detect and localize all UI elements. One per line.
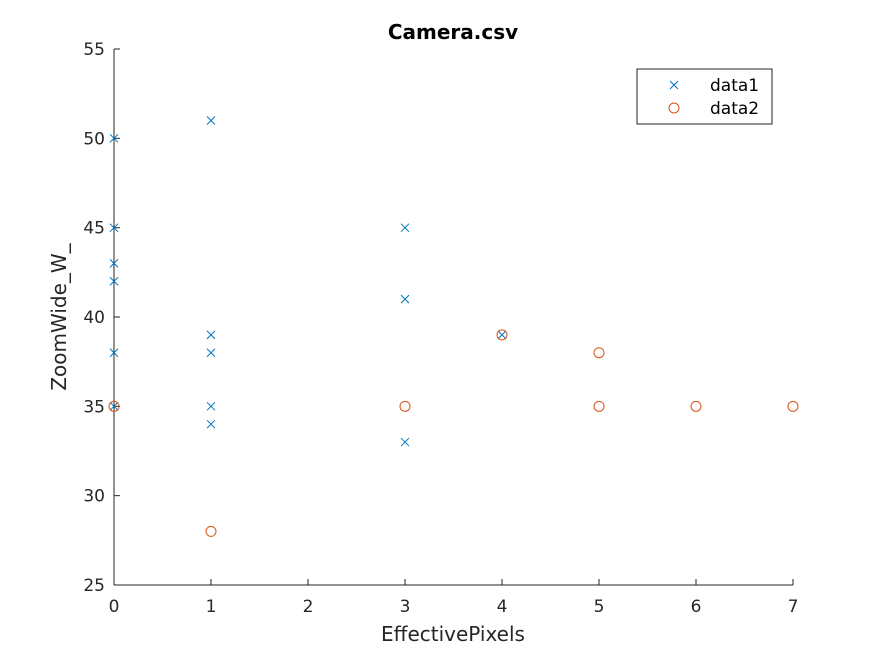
data-point-series-2 xyxy=(593,400,605,412)
legend-marker xyxy=(669,80,679,90)
data-point-series-2 xyxy=(399,400,411,412)
x-tick-label: 2 xyxy=(303,597,314,617)
y-tick-label: 40 xyxy=(83,308,105,328)
legend-marker xyxy=(668,102,680,114)
y-tick-label: 55 xyxy=(83,40,105,60)
y-tick-label: 35 xyxy=(83,397,105,417)
data-point-series-1 xyxy=(497,330,507,340)
x-tick-label: 4 xyxy=(497,597,508,617)
x-tick-label: 5 xyxy=(594,597,605,617)
x-tick-label: 0 xyxy=(109,597,120,617)
data-marks xyxy=(108,116,799,537)
data-point-series-1 xyxy=(109,259,119,268)
x-tick-label: 7 xyxy=(788,597,799,617)
y-tick-label: 25 xyxy=(83,576,105,596)
legend-label: data1 xyxy=(710,76,759,96)
data-point-series-1 xyxy=(206,330,216,340)
data-point-series-2 xyxy=(108,400,120,412)
plot-background xyxy=(114,49,793,585)
y-tick-label: 50 xyxy=(83,129,105,149)
data-point-series-1 xyxy=(206,419,216,429)
x-axis-title: EffectivePixels xyxy=(381,622,525,646)
y-axis-title: ZoomWide_W_ xyxy=(47,242,71,390)
data-point-series-2 xyxy=(205,525,217,537)
legend: data1 data2 xyxy=(636,68,773,125)
legend-box xyxy=(636,68,773,125)
data-point-series-1 xyxy=(400,437,410,447)
data-point-series-1 xyxy=(109,223,119,233)
data-point-series-2 xyxy=(593,347,605,359)
data-point-series-1 xyxy=(109,133,119,143)
data-point-series-2 xyxy=(690,400,702,412)
data-point-series-1 xyxy=(400,223,410,233)
x-tick-label: 1 xyxy=(206,597,217,617)
data-point-series-1 xyxy=(109,276,119,286)
data-point-series-2 xyxy=(787,400,799,412)
x-tick-label: 6 xyxy=(691,597,702,617)
data-point-series-1 xyxy=(109,401,119,411)
data-point-series-1 xyxy=(206,401,216,411)
legend-label: data2 xyxy=(710,99,759,119)
data-point-series-1 xyxy=(206,116,216,125)
data-point-series-2 xyxy=(496,329,508,341)
data-point-series-1 xyxy=(206,348,216,358)
data-point-series-1 xyxy=(109,348,119,358)
chart-title: Camera.csv xyxy=(388,20,518,44)
x-tick-label: 3 xyxy=(400,597,411,617)
y-tick-label: 30 xyxy=(83,487,105,507)
data-point-series-1 xyxy=(400,294,410,304)
y-tick-label: 45 xyxy=(83,219,105,239)
